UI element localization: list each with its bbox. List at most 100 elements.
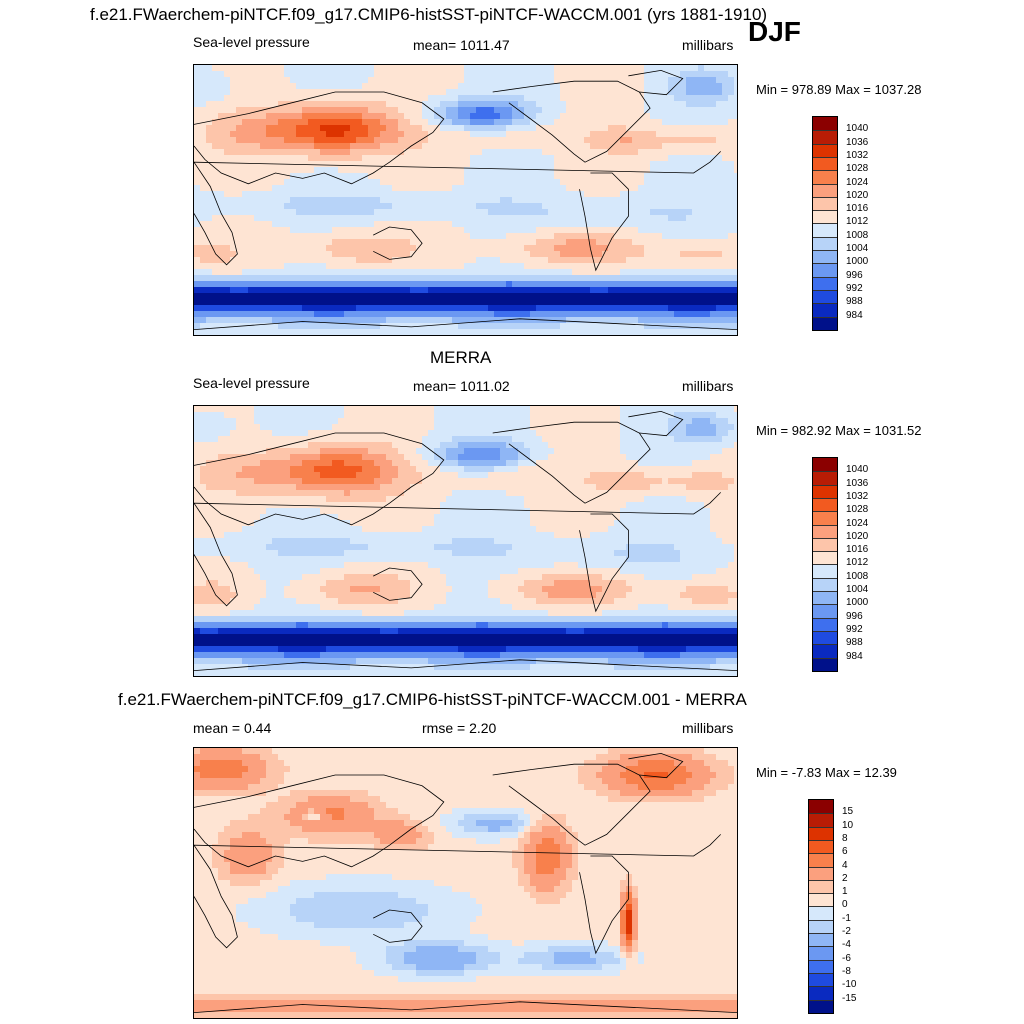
contour-cell <box>626 215 632 221</box>
contour-cell <box>506 161 512 167</box>
contour-cell <box>344 251 350 257</box>
contour-cell <box>680 125 686 131</box>
contour-cell <box>566 155 572 161</box>
contour-cell <box>698 173 704 179</box>
contour-cell <box>392 185 398 191</box>
contour-cell <box>536 179 542 185</box>
contour-cell <box>362 305 368 311</box>
contour-cell <box>722 233 728 239</box>
contour-cell <box>386 113 392 119</box>
contour-cell <box>224 239 230 245</box>
contour-cell <box>560 209 566 215</box>
contour-cell <box>524 161 530 167</box>
contour-cell <box>494 269 500 275</box>
colorbar-divider <box>813 276 837 278</box>
contour-cell <box>392 430 398 436</box>
contour-cell <box>716 299 722 305</box>
contour-cell <box>212 329 218 335</box>
contour-cell <box>524 95 530 101</box>
contour-cell <box>362 209 368 215</box>
contour-cell <box>404 125 410 131</box>
contour-cell <box>422 227 428 233</box>
contour-cell <box>338 137 344 143</box>
contour-cell <box>710 173 716 179</box>
contour-cell <box>272 221 278 227</box>
coastline <box>628 69 684 96</box>
contour-cell <box>440 191 446 197</box>
contour-cell <box>278 83 284 89</box>
colorbar-tick-label: 1040 <box>846 123 869 135</box>
contour-cell <box>368 179 374 185</box>
contour-cell <box>218 149 224 155</box>
contour-cell <box>272 149 278 155</box>
contour-cell <box>446 179 452 185</box>
contour-cell <box>230 95 236 101</box>
contour-cell <box>464 95 470 101</box>
contour-cell <box>578 406 584 412</box>
contour-cell <box>206 185 212 191</box>
contour-cell <box>638 95 644 101</box>
contour-cell <box>596 436 602 442</box>
contour-cell <box>602 239 608 245</box>
contour-cell <box>230 203 236 209</box>
contour-cell <box>362 406 368 412</box>
panel-mean-label: mean= 1011.02 <box>413 378 510 394</box>
contour-cell <box>734 448 737 454</box>
contour-cell <box>290 287 296 293</box>
contour-cell <box>650 245 656 251</box>
contour-cell <box>200 227 206 233</box>
contour-cell <box>242 197 248 203</box>
contour-cell <box>626 71 632 77</box>
contour-cell <box>518 454 524 460</box>
contour-cell <box>392 179 398 185</box>
contour-cell <box>236 137 242 143</box>
contour-cell <box>458 311 464 317</box>
contour-cell <box>398 436 404 442</box>
contour-cell <box>416 131 422 137</box>
contour-cell <box>398 77 404 83</box>
contour-cell <box>494 215 500 221</box>
contour-cell <box>458 251 464 257</box>
contour-cell <box>614 149 620 155</box>
contour-cell <box>224 203 230 209</box>
contour-cell <box>500 412 506 418</box>
contour-cell <box>368 275 374 281</box>
contour-cell <box>722 125 728 131</box>
contour-cell <box>332 454 338 460</box>
contour-cell <box>374 209 380 215</box>
contour-cell <box>548 424 554 430</box>
contour-cell <box>308 424 314 430</box>
contour-cell <box>470 161 476 167</box>
contour-cell <box>266 209 272 215</box>
contour-cell <box>398 203 404 209</box>
contour-cell <box>338 323 344 329</box>
contour-cell <box>584 418 590 424</box>
contour-cell <box>200 412 206 418</box>
contour-cell <box>350 203 356 209</box>
contour-cell <box>626 239 632 245</box>
contour-cell <box>404 281 410 287</box>
contour-cell <box>674 143 680 149</box>
contour-cell <box>476 233 482 239</box>
contour-cell <box>698 95 704 101</box>
contour-cell <box>674 275 680 281</box>
contour-cell <box>224 119 230 125</box>
contour-cell <box>554 209 560 215</box>
contour-cell <box>350 185 356 191</box>
contour-cell <box>734 305 737 311</box>
contour-cell <box>224 281 230 287</box>
contour-cell <box>458 430 464 436</box>
contour-cell <box>218 305 224 311</box>
contour-cell <box>446 185 452 191</box>
contour-cell <box>692 311 698 317</box>
contour-cell <box>530 197 536 203</box>
contour-cell <box>194 251 200 257</box>
contour-cell <box>620 143 626 149</box>
contour-cell <box>686 311 692 317</box>
contour-cell <box>650 209 656 215</box>
contour-cell <box>674 221 680 227</box>
contour-cell <box>626 442 632 448</box>
contour-cell <box>326 89 332 95</box>
contour-cell <box>284 149 290 155</box>
contour-cell <box>398 430 404 436</box>
